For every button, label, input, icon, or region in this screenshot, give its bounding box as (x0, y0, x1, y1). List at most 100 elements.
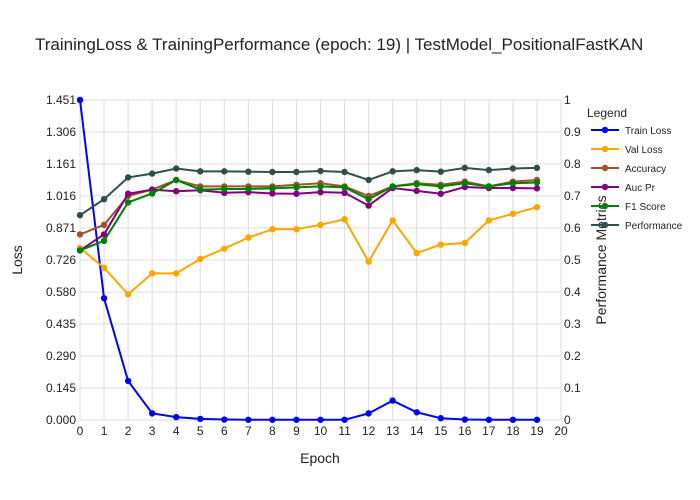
x-tick-label: 3 (149, 424, 156, 438)
val-loss-point (245, 234, 252, 241)
right-y-tick-label: 0.7 (564, 189, 581, 203)
x-tick-label: 5 (197, 424, 204, 438)
auc-pr-point (341, 189, 348, 196)
performance-point (461, 164, 468, 172)
accuracy-point (100, 221, 108, 228)
f1-score-point (173, 176, 180, 184)
auc-pr-point (437, 190, 444, 197)
val-loss-point (269, 226, 276, 233)
performance-point (485, 166, 493, 174)
x-tick-label: 8 (269, 424, 276, 438)
f1-score-point (293, 184, 300, 191)
x-tick-label: 4 (173, 424, 180, 438)
right-y-tick-label: 1 (564, 93, 571, 107)
f1-score-point (148, 190, 156, 197)
x-tick-label: 11 (338, 424, 351, 438)
f1-score-point (100, 237, 108, 244)
val-loss-point (413, 249, 420, 257)
train-loss-point (485, 416, 493, 423)
f1-score-point (461, 180, 468, 187)
train-loss-point (124, 377, 132, 385)
left-y-axis-ticks: 0.000 0.145 0.290 0.435 0.580 0.726 0.871 1.016… (46, 93, 76, 427)
legend-marker-train-loss (601, 126, 609, 134)
performance-point (173, 165, 180, 172)
performance-point (269, 168, 276, 176)
performance-point (509, 165, 517, 172)
train-loss-point (365, 410, 372, 417)
right-y-tick-label: 0 (564, 413, 571, 427)
x-tick-label: 14 (410, 424, 424, 438)
performance-point (100, 196, 108, 203)
val-loss-point (437, 241, 444, 248)
f1-score-point (124, 199, 132, 206)
legend-marker-val-loss (601, 145, 609, 153)
performance-point (533, 164, 541, 172)
x-tick-label: 0 (77, 424, 84, 438)
accuracy-line (79, 178, 538, 236)
f1-score-point (437, 183, 444, 190)
f1-score-point (341, 184, 348, 191)
x-axis-title: Epoch (300, 450, 340, 466)
left-y-tick-label: 1.016 (46, 189, 76, 203)
legend-marker-performance (601, 221, 609, 229)
train-loss-point (221, 416, 228, 423)
legend-label-f1-score: F1 Score (625, 202, 666, 213)
performance-point (437, 168, 444, 175)
val-loss-point (124, 291, 132, 298)
x-tick-label: 7 (245, 424, 252, 438)
x-tick-label: 13 (386, 424, 400, 438)
left-y-tick-label: 0.290 (46, 349, 76, 363)
train-loss-point (76, 96, 84, 104)
train-loss-point (148, 410, 156, 417)
left-y-tick-label: 0.145 (46, 381, 76, 395)
right-y-tick-label: 0.4 (564, 285, 581, 299)
legend: Legend Train Loss Val Loss Accuracy Auc Pr F… (587, 106, 683, 232)
val-loss-point (389, 217, 396, 224)
left-y-tick-label: 1.306 (46, 125, 76, 139)
train-loss-point (317, 416, 324, 423)
train-loss-point (389, 397, 396, 404)
f1-score-point (245, 185, 252, 193)
left-y-tick-label: 0.435 (46, 317, 76, 331)
x-tick-label: 15 (434, 424, 448, 438)
x-tick-label: 20 (554, 424, 568, 438)
train-loss-point (269, 416, 276, 423)
auc-pr-point (124, 190, 132, 197)
f1-score-point (485, 183, 493, 190)
x-tick-label: 6 (221, 424, 228, 438)
left-y-tick-label: 1.161 (46, 157, 76, 171)
legend-title: Legend (587, 106, 627, 120)
chart-title: TrainingLoss & TrainingPerformance (epoc… (35, 35, 643, 54)
f1-score-point (413, 180, 420, 188)
left-y-tick-label: 0.726 (46, 253, 76, 267)
legend-label-train-loss: Train Loss (625, 126, 671, 137)
right-y-tick-label: 0.2 (564, 349, 581, 363)
val-loss-point (197, 255, 204, 263)
right-y-tick-label: 0.1 (564, 381, 581, 395)
performance-point (341, 168, 348, 176)
performance-point (197, 168, 204, 175)
val-loss-point (221, 245, 228, 252)
val-loss-point (173, 270, 180, 277)
right-y-axis-title: Performance Metrics (593, 195, 609, 324)
train-loss-point (437, 415, 444, 422)
train-loss-point (461, 416, 468, 423)
auc-pr-point (317, 188, 324, 196)
val-loss-point (461, 239, 468, 247)
f1-score-point (197, 186, 204, 193)
x-tick-label: 19 (530, 424, 544, 438)
train-loss-point (533, 416, 541, 423)
auc-pr-point (413, 187, 420, 195)
legend-label-accuracy: Accuracy (625, 164, 666, 175)
right-y-tick-label: 0.8 (564, 157, 581, 171)
legend-label-val-loss: Val Loss (625, 145, 663, 156)
accuracy-point (76, 231, 84, 238)
right-y-tick-label: 0.3 (564, 317, 581, 331)
f1-score-point (533, 179, 541, 186)
train-loss-point (245, 416, 252, 423)
right-y-tick-label: 0.9 (564, 125, 581, 139)
f1-score-point (365, 196, 372, 203)
f1-score-point (221, 185, 228, 193)
performance-point (317, 167, 324, 175)
